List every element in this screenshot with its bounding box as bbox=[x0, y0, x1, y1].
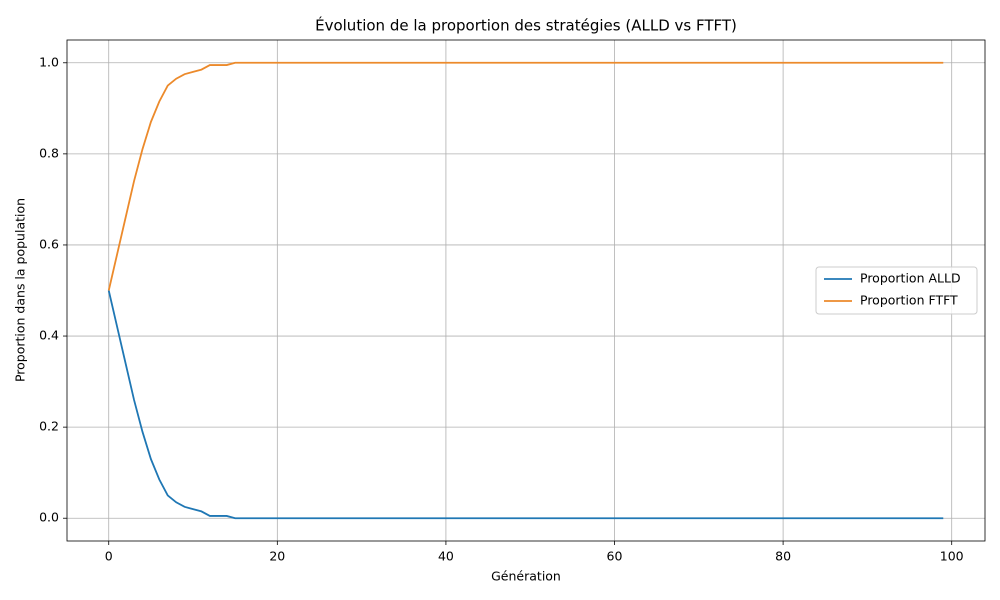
x-tick-label: 40 bbox=[438, 549, 454, 564]
plot-frame bbox=[66, 39, 986, 542]
x-axis-label: Génération bbox=[491, 569, 561, 584]
y-tick-label: 0.4 bbox=[39, 328, 59, 343]
legend-label: Proportion ALLD bbox=[860, 271, 961, 286]
y-tick-label: 1.0 bbox=[39, 54, 59, 69]
y-axis-label: Proportion dans la population bbox=[13, 198, 28, 382]
chart-title: Évolution de la proportion des stratégie… bbox=[315, 16, 737, 35]
x-tick-label: 20 bbox=[269, 549, 285, 564]
y-tick-label: 0.0 bbox=[39, 510, 59, 525]
series-line bbox=[107, 290, 944, 520]
y-tick-label: 0.8 bbox=[39, 145, 59, 160]
y-tick-label: 0.2 bbox=[39, 419, 59, 434]
series-line bbox=[107, 61, 944, 291]
x-tick-label: 0 bbox=[105, 549, 113, 564]
legend-label: Proportion FTFT bbox=[860, 293, 958, 308]
x-tick-label: 60 bbox=[607, 549, 623, 564]
x-tick-label: 100 bbox=[940, 549, 964, 564]
legend-box bbox=[815, 266, 978, 315]
x-tick-label: 80 bbox=[775, 549, 791, 564]
y-tick-label: 0.6 bbox=[39, 236, 59, 251]
